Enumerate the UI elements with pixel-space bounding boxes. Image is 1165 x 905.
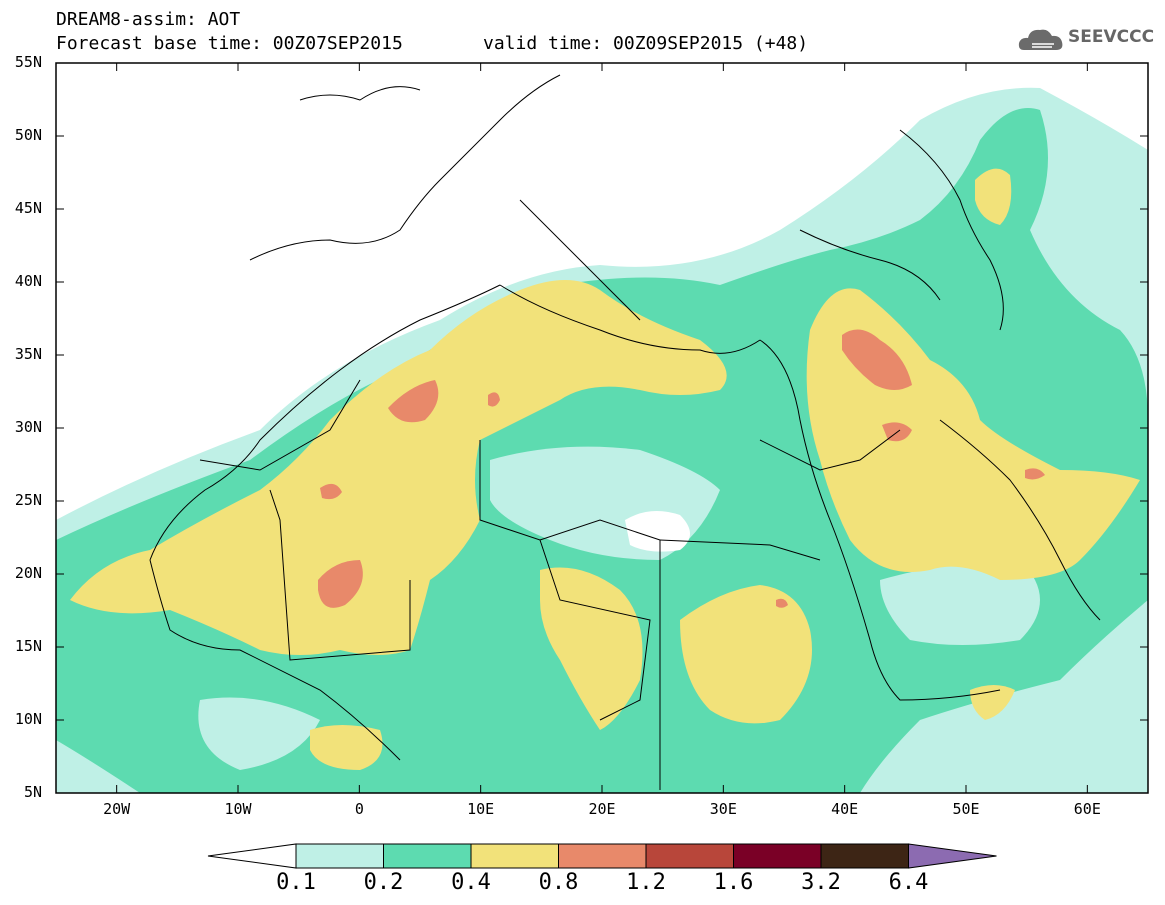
lon-label: 0 (354, 800, 364, 818)
lat-label: 15N (14, 637, 42, 655)
lat-label: 35N (14, 345, 42, 363)
colorbar-label: 1.6 (713, 870, 754, 895)
lon-label: 50E (952, 800, 980, 818)
aot-level-0-4 (70, 280, 727, 655)
colorbar-label: 0.1 (276, 870, 316, 895)
lon-label: 20W (103, 800, 131, 818)
colorbar-segment (645, 843, 734, 869)
colorbar-label: 3.2 (801, 870, 841, 895)
colorbar-segment (558, 843, 647, 869)
lat-label: 20N (14, 564, 42, 582)
colorbar-label: 6.4 (888, 870, 929, 895)
axis-ticks (56, 62, 1148, 794)
colorbar-segment (295, 843, 384, 869)
logo-text: SEEVCCC (1068, 27, 1155, 47)
lat-label: 10N (14, 710, 42, 728)
aot-level-0-8 (388, 380, 439, 423)
colorbar-segment (470, 843, 559, 869)
lat-label: 45N (14, 199, 42, 217)
lon-label: 30E (709, 800, 737, 818)
lon-label: 20E (588, 800, 616, 818)
colorbar-high-triangle (908, 843, 997, 869)
lat-label: 25N (14, 491, 42, 509)
valid-time: valid time: 00Z09SEP2015 (+48) (483, 33, 809, 54)
colorbar (207, 843, 997, 869)
colorbar-label: 1.2 (626, 870, 666, 895)
lat-label: 50N (14, 126, 42, 144)
forecast-base-time: Forecast base time: 00Z07SEP2015 (56, 33, 403, 54)
colorbar-label: 0.8 (538, 870, 579, 895)
lat-label: 40N (14, 272, 42, 290)
colorbar-low-triangle (207, 843, 297, 869)
lat-label: 30N (14, 418, 42, 436)
lon-label: 60E (1073, 800, 1101, 818)
colorbar-segment (820, 843, 909, 869)
cloud-logo-icon (1018, 29, 1063, 50)
lon-label: 10E (467, 800, 495, 818)
map-title: DREAM8-assim: AOT (56, 9, 241, 30)
lat-label: 55N (14, 53, 42, 71)
colorbar-label: 0.4 (451, 870, 491, 895)
lat-label: 5N (23, 783, 42, 801)
lon-label: 40E (831, 800, 859, 818)
colorbar-segment (733, 843, 822, 869)
colorbar-label: 0.2 (363, 870, 404, 895)
aot-field (56, 63, 1148, 793)
colorbar-segment (383, 843, 472, 869)
lon-label: 10W (224, 800, 252, 818)
coastlines (149, 74, 1101, 790)
